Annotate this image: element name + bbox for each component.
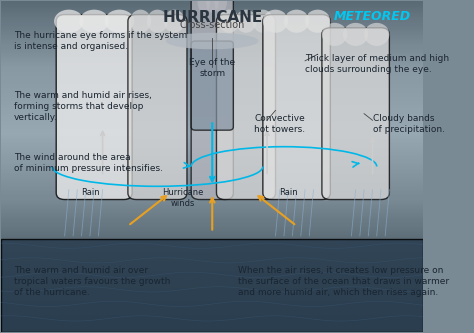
Ellipse shape xyxy=(166,33,259,49)
Text: Cloudy bands
of precipitation.: Cloudy bands of precipitation. xyxy=(373,114,445,134)
FancyBboxPatch shape xyxy=(191,0,233,199)
Text: Thick layer of medium and high
clouds surrounding the eye.: Thick layer of medium and high clouds su… xyxy=(305,54,449,74)
Ellipse shape xyxy=(214,0,227,13)
Text: Cross-section: Cross-section xyxy=(180,20,245,30)
Text: HURRICANE: HURRICANE xyxy=(162,10,263,25)
Ellipse shape xyxy=(219,10,240,33)
FancyBboxPatch shape xyxy=(56,15,132,199)
Ellipse shape xyxy=(284,10,309,33)
FancyBboxPatch shape xyxy=(263,15,330,199)
Ellipse shape xyxy=(343,23,368,46)
Text: Rain: Rain xyxy=(81,188,99,197)
Text: The hurricane eye forms if the system
is intense and organised.: The hurricane eye forms if the system is… xyxy=(14,31,187,51)
FancyBboxPatch shape xyxy=(191,41,233,130)
Text: Hurricane
winds: Hurricane winds xyxy=(162,188,203,208)
Text: Convective
hot towers.: Convective hot towers. xyxy=(255,114,306,134)
Ellipse shape xyxy=(147,10,168,33)
FancyBboxPatch shape xyxy=(128,15,187,199)
Text: When the air rises, it creates low pressure on
the surface of the ocean that dra: When the air rises, it creates low press… xyxy=(237,265,449,297)
Ellipse shape xyxy=(130,10,151,33)
Text: The warm and humid air over
tropical waters favours the growth
of the hurricane.: The warm and humid air over tropical wat… xyxy=(14,265,171,297)
FancyBboxPatch shape xyxy=(217,15,275,199)
Ellipse shape xyxy=(305,10,330,33)
FancyBboxPatch shape xyxy=(1,239,423,332)
FancyBboxPatch shape xyxy=(322,28,389,199)
Text: Eye of the
storm: Eye of the storm xyxy=(189,58,235,78)
Ellipse shape xyxy=(105,10,134,33)
Ellipse shape xyxy=(322,23,347,46)
Ellipse shape xyxy=(198,0,210,13)
Ellipse shape xyxy=(164,10,185,33)
Text: The wind around the area
of minimum pressure intensifies.: The wind around the area of minimum pres… xyxy=(14,153,163,173)
Text: Rain: Rain xyxy=(279,188,298,197)
Ellipse shape xyxy=(206,0,219,13)
Ellipse shape xyxy=(263,10,288,33)
Text: The warm and humid air rises,
forming storms that develop
vertically.: The warm and humid air rises, forming st… xyxy=(14,91,152,122)
Ellipse shape xyxy=(54,10,83,33)
Text: METEORED: METEORED xyxy=(333,10,410,23)
Ellipse shape xyxy=(252,10,273,33)
Ellipse shape xyxy=(80,10,109,33)
Ellipse shape xyxy=(236,10,256,33)
Ellipse shape xyxy=(364,23,389,46)
